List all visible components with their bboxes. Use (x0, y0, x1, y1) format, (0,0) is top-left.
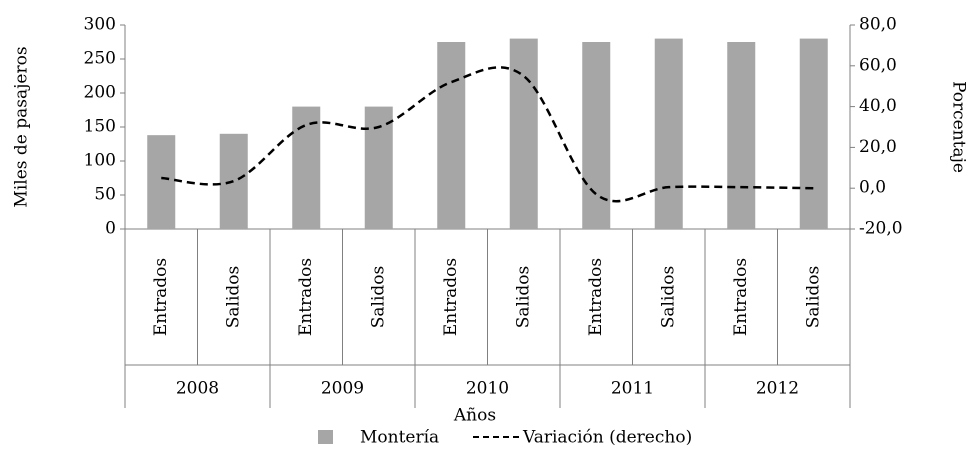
x-group-label: 2012 (756, 379, 799, 399)
bar (509, 38, 538, 229)
legend-label: Variación (derecho) (522, 428, 692, 448)
y2-tick-label: 80,0 (859, 15, 897, 35)
x-group-label: 2010 (466, 379, 509, 399)
y-tick-label: 50 (94, 185, 116, 205)
x-tick-label: Salidos (368, 266, 388, 329)
x-group-label: 2011 (611, 379, 654, 399)
line (161, 66, 814, 203)
x-tick-label: Salidos (513, 266, 533, 329)
bar (437, 42, 466, 229)
y-axis-title: Miles de pasajeros (12, 46, 32, 207)
bar (147, 135, 176, 229)
y2-axis-title: Porcentaje (949, 81, 968, 173)
legend-swatch (318, 430, 333, 444)
bar (799, 38, 828, 229)
x-tick-label: Salidos (223, 266, 243, 329)
bar (219, 133, 248, 229)
x-tick-label: Entrados (441, 258, 461, 336)
y2-tick-label: 40,0 (859, 96, 897, 116)
x-group-label: 2008 (176, 379, 219, 399)
y-tick-label: 250 (84, 49, 116, 69)
x-tick-label: Entrados (296, 258, 316, 336)
bar (582, 42, 611, 229)
x-tick-label: Entrados (586, 258, 606, 336)
y-tick-label: 100 (84, 151, 116, 171)
legend-label: Montería (360, 428, 439, 448)
x-tick-label: Salidos (803, 266, 823, 329)
bar (364, 106, 393, 229)
y-tick-label: 150 (84, 117, 116, 137)
y-tick-label: 200 (84, 83, 116, 103)
x-tick-label: Entrados (151, 258, 171, 336)
y-tick-label: 300 (84, 15, 116, 35)
x-axis-title: Años (453, 406, 496, 426)
y-tick-label: 0 (105, 219, 116, 239)
bar (727, 42, 756, 229)
x-tick-label: Entrados (731, 258, 751, 336)
x-tick-label: Salidos (658, 266, 678, 329)
y2-tick-label: 60,0 (859, 55, 897, 75)
x-group-label: 2009 (321, 379, 364, 399)
bar (292, 106, 321, 229)
y2-tick-label: -20,0 (859, 219, 903, 239)
y2-tick-label: 20,0 (859, 137, 897, 157)
y2-tick-label: 0,0 (859, 178, 886, 198)
bar (654, 38, 683, 229)
